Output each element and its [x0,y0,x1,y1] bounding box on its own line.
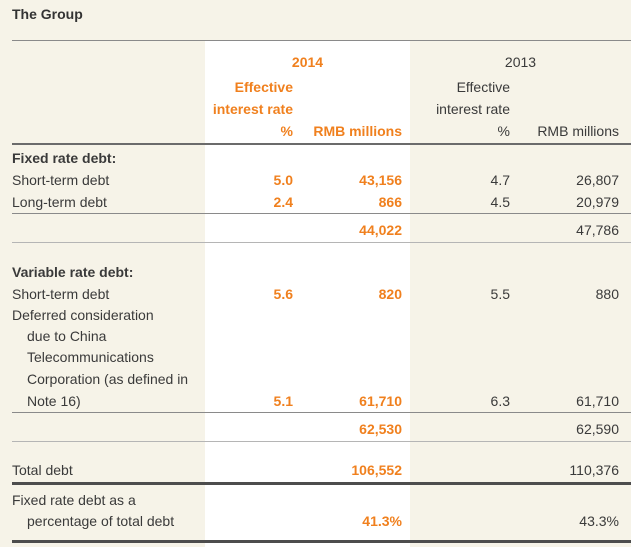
fixed-subtotal-2013: 47,786 [576,222,619,238]
variable-subtotal-rule [12,412,631,413]
year-2014-header: 2014 [291,54,324,70]
variable-short-term-amt-2013: 880 [595,286,619,302]
fixed-pct-label-line1: Fixed rate debt as a [12,492,136,508]
pct-2013-label: % [497,123,510,139]
variable-short-term-rate-2013: 5.5 [490,286,510,302]
variable-subtotal-bottom-rule [12,441,631,442]
total-double-rule [12,482,631,485]
fixed-short-term-label: Short-term debt [12,172,110,188]
deferred-label-line5: Note 16) [27,393,81,409]
deferred-label-line3: Telecommunications [27,349,154,365]
deferred-label-line2: due to China [27,328,107,344]
fixed-pct-label-line2: percentage of total debt [27,513,175,529]
variable-short-term-amt-2014: 820 [378,286,402,302]
pct-2014-label: % [280,123,293,139]
highlight-column-2014 [205,40,410,547]
fixed-short-term-amt-2013: 26,807 [576,172,619,188]
header-rule [12,143,631,145]
deferred-label-line1: Deferred consideration [12,307,154,323]
effective-2013-label: Effective [456,79,510,95]
deferred-rate-2013: 6.3 [490,393,510,409]
fixed-short-term-amt-2014: 43,156 [359,172,402,188]
deferred-amt-2014: 61,710 [359,393,402,409]
deferred-rate-2014: 5.1 [273,393,293,409]
fixed-long-term-label: Long-term debt [12,194,107,210]
rmb-2013-label: RMB millions [537,123,619,139]
variable-subtotal-2014: 62,530 [359,421,402,437]
fixed-long-term-rate-2013: 4.5 [490,194,510,210]
total-debt-label: Total debt [12,462,73,478]
section-title: The Group [12,6,83,22]
bottom-rule [12,540,631,543]
fixed-subtotal-rule [12,213,631,214]
effective-2014-label: Effective [234,79,293,95]
total-debt-2013: 110,376 [569,462,619,478]
rmb-2014-label: RMB millions [313,123,402,139]
variable-short-term-label: Short-term debt [12,286,110,302]
fixed-short-term-rate-2014: 5.0 [273,172,293,188]
deferred-amt-2013: 61,710 [576,393,619,409]
fixed-long-term-rate-2014: 2.4 [273,194,293,210]
variable-subtotal-2013: 62,590 [576,421,619,437]
total-debt-2014: 106,552 [351,462,402,478]
variable-short-term-rate-2014: 5.6 [273,286,293,302]
variable-rate-heading: Variable rate debt: [12,264,134,280]
fixed-pct-2013: 43.3% [579,513,619,529]
fixed-short-term-rate-2013: 4.7 [490,172,510,188]
fixed-subtotal-bottom-rule [12,242,631,243]
fixed-rate-heading: Fixed rate debt: [12,150,117,166]
fixed-long-term-amt-2014: 866 [378,194,402,210]
top-rule [12,40,631,41]
fixed-subtotal-2014: 44,022 [359,222,402,238]
interest-rate-2014-label: interest rate [212,101,293,117]
year-2013-header: 2013 [504,54,537,70]
interest-rate-2013-label: interest rate [436,101,510,117]
fixed-pct-2014: 41.3% [362,513,402,529]
fixed-long-term-amt-2013: 20,979 [576,194,619,210]
deferred-label-line4: Corporation (as defined in [27,371,189,387]
